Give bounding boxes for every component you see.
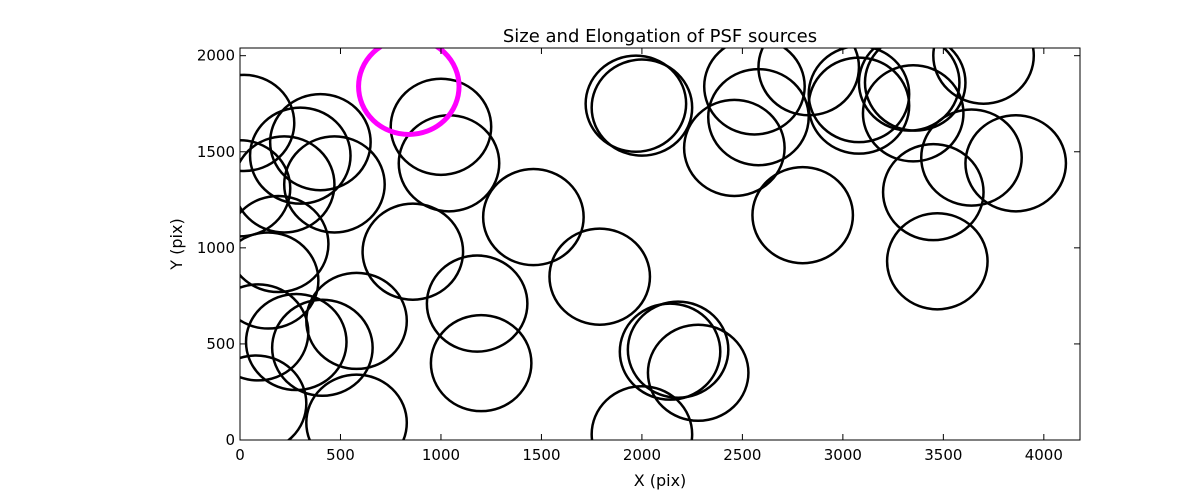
psf-source-marker [429, 313, 533, 413]
psf-source-marker [481, 167, 585, 267]
psf-source-marker [548, 227, 652, 326]
psf-source-marker [702, 48, 806, 136]
y-axis-label: Y (pix) [167, 218, 186, 270]
psf-source-marker [282, 135, 386, 234]
y-tick-label: 500 [206, 335, 235, 353]
x-tick-label: 1500 [522, 446, 560, 464]
x-tick-label: 2500 [723, 446, 761, 464]
highlighted-source-marker [356, 48, 462, 137]
psf-source-marker [248, 106, 352, 205]
psf-source-marker [584, 54, 688, 154]
psf-source-marker [270, 298, 374, 398]
psf-source-marker [240, 135, 336, 234]
psf-source-marker [682, 98, 786, 198]
x-tick-label: 0 [235, 446, 245, 464]
x-tick-label: 3000 [824, 446, 862, 464]
psf-source-marker [240, 231, 320, 330]
psf-source-marker [751, 165, 855, 265]
psf-source-marker [305, 271, 409, 371]
y-tick-label: 1500 [197, 143, 235, 161]
psf-source-marker [964, 114, 1068, 213]
plot-frame [239, 47, 1081, 441]
ticks-layer: 0 500 1000 1500 2000 2500 3000 3500 4000 0 500 1000… [197, 47, 1080, 464]
x-tick-label: 1000 [422, 446, 460, 464]
psf-source-marker [932, 48, 1036, 105]
psf-source-marker [389, 77, 493, 177]
psf-source-marker [861, 64, 965, 163]
psf-source-marker [305, 373, 409, 440]
psf-source-marker [807, 56, 911, 155]
psf-source-marker [626, 300, 730, 399]
x-tick-label: 3500 [924, 446, 962, 464]
psf-source-marker [268, 92, 372, 192]
x-tick-label: 2000 [623, 446, 661, 464]
psf-source-marker [618, 302, 722, 401]
psf-source-marker [361, 202, 465, 301]
y-tick-label: 1000 [197, 239, 235, 257]
psf-source-marker [240, 354, 308, 440]
psf-source-marker [240, 73, 296, 173]
psf-source-marker [881, 142, 985, 242]
psf-source-marker [240, 194, 330, 294]
chart-title: Size and Elongation of PSF sources [503, 26, 817, 47]
psf-source-marker [857, 48, 961, 132]
markers-layer [240, 48, 1068, 440]
psf-source-marker [590, 384, 694, 440]
psf-source-marker [425, 254, 529, 353]
y-tick-label: 2000 [197, 47, 235, 65]
psf-source-marker [807, 48, 911, 144]
psf-source-marker [590, 58, 694, 157]
x-tick-label: 500 [326, 446, 355, 464]
x-tick-label: 4000 [1025, 446, 1063, 464]
psf-source-marker [919, 108, 1023, 207]
psf-source-marker [646, 323, 750, 423]
x-axis-label: X (pix) [634, 471, 687, 490]
plot-background [240, 48, 1080, 440]
psf-source-marker [885, 212, 989, 311]
y-tick-label: 0 [225, 431, 235, 449]
